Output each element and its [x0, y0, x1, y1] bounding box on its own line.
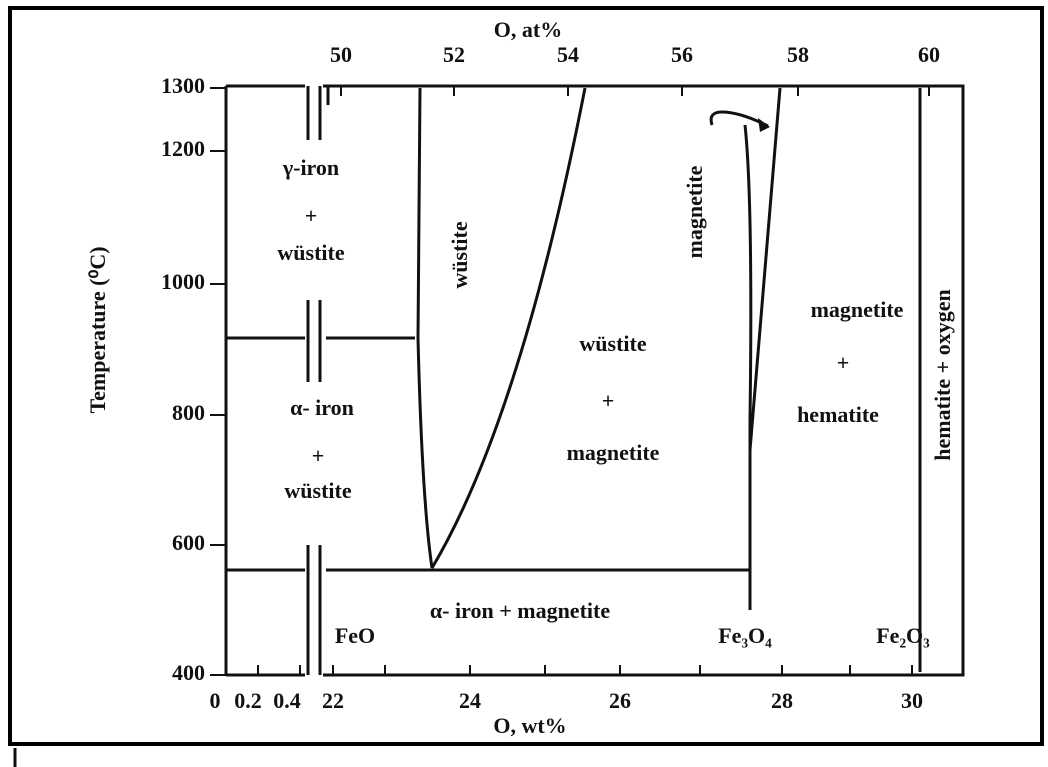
bottom-tick-label: 24 — [459, 688, 481, 713]
compound-label: FeO — [335, 623, 375, 648]
region-label: wüstite — [277, 240, 344, 265]
top-axis-label: O, at% — [494, 17, 562, 42]
region-label: + — [312, 443, 325, 468]
region-label: + — [837, 350, 850, 375]
region-label: hematite — [797, 402, 879, 427]
bottom-tick-label: 28 — [771, 688, 793, 713]
y-tick-label: 1300 — [161, 73, 205, 98]
top-tick-label: 50 — [330, 42, 352, 67]
top-tick-label: 60 — [918, 42, 940, 67]
region-label: wüstite — [447, 221, 472, 288]
bottom-tick-label: 26 — [609, 688, 631, 713]
top-tick-label: 56 — [671, 42, 693, 67]
compound-label: Fe₃O₄ — [718, 623, 772, 648]
region-label: + — [602, 388, 615, 413]
region-label: α- iron + magnetite — [430, 598, 610, 623]
frame — [8, 6, 1044, 746]
region-label: γ-iron — [282, 155, 339, 180]
top-tick-label: 54 — [557, 42, 579, 67]
y-tick-label: 400 — [172, 660, 205, 685]
bottom-tick-label: 30 — [901, 688, 923, 713]
y-tick-label: 1000 — [161, 269, 205, 294]
region-label: magnetite — [567, 440, 660, 465]
region-label: hematite + oxygen — [930, 289, 955, 460]
bottom-tick-label: 0.2 — [234, 688, 262, 713]
y-tick-label: 1200 — [161, 136, 205, 161]
bottom-tick-label: 0 — [210, 688, 221, 713]
region-label: wüstite — [284, 478, 351, 503]
phase-lines — [13, 84, 965, 767]
top-tick-label: 58 — [787, 42, 809, 67]
region-label: wüstite — [579, 331, 646, 356]
region-label: magnetite — [811, 297, 904, 322]
region-label: α- iron — [290, 395, 354, 420]
region-label: magnetite — [682, 165, 707, 258]
top-tick-label: 52 — [443, 42, 465, 67]
y-tick-label: 800 — [172, 400, 205, 425]
y-axis-label: Temperature (⁰C) — [85, 246, 110, 413]
compound-label: Fe₂O₃ — [876, 623, 930, 648]
y-tick-label: 600 — [172, 530, 205, 555]
bottom-axis-label: O, wt% — [493, 713, 566, 738]
bottom-tick-label: 22 — [322, 688, 344, 713]
bottom-tick-label: 0.4 — [273, 688, 301, 713]
region-label: + — [305, 203, 318, 228]
